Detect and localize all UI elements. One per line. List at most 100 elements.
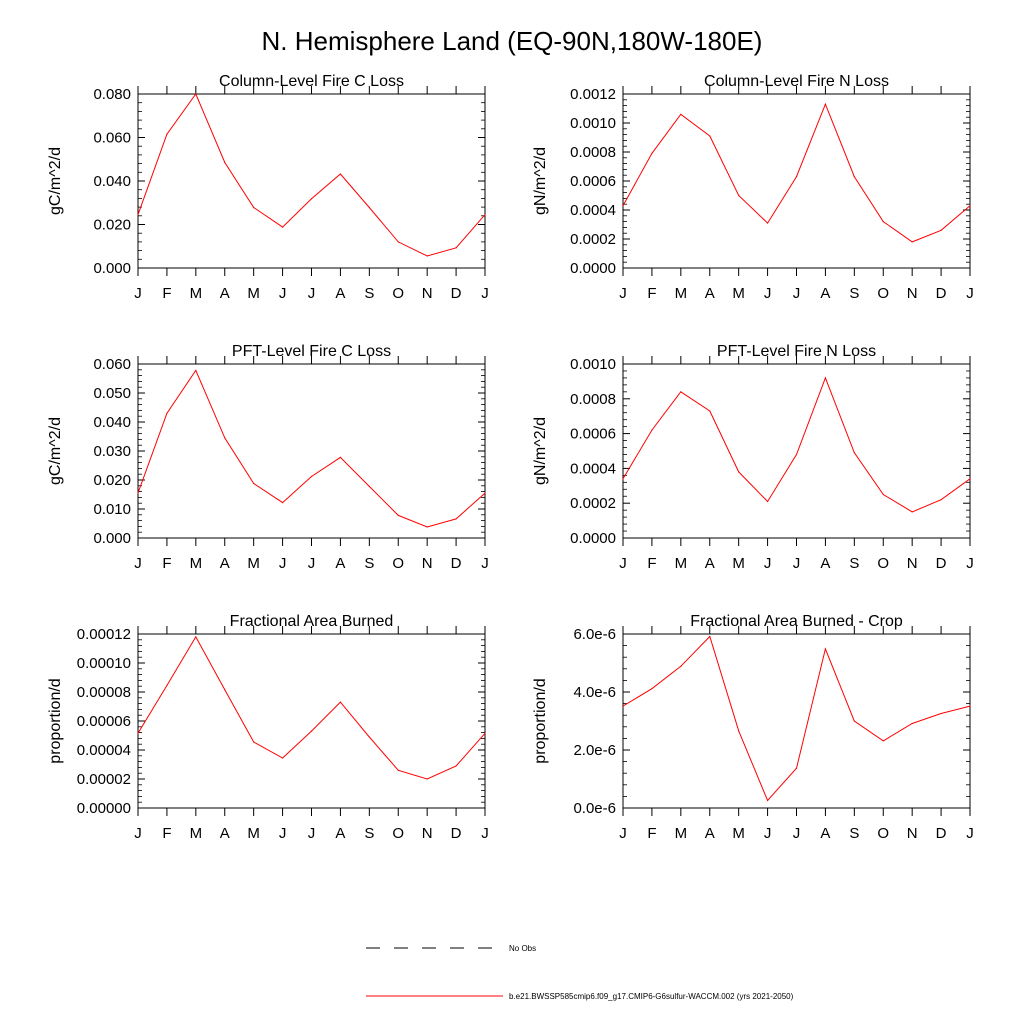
x-tick-label: S	[364, 825, 374, 842]
data-point	[882, 493, 884, 496]
x-tick-label: M	[247, 285, 260, 302]
data-point	[738, 194, 740, 197]
data-point	[310, 730, 313, 732]
x-tick-label: J	[481, 285, 489, 302]
data-point	[824, 377, 827, 379]
plot-frame	[622, 363, 971, 539]
y-tick-label: 0.0000	[570, 260, 616, 277]
figure-title: N. Hemisphere Land (EQ-90N,180W-180E)	[262, 26, 763, 56]
data-point	[281, 757, 284, 759]
x-tick-label: N	[907, 285, 918, 302]
y-tick-label: 0.0010	[570, 356, 616, 373]
data-point	[281, 226, 284, 228]
x-tick-label: M	[247, 555, 260, 572]
x-tick-label: S	[364, 555, 374, 572]
x-tick-label: M	[190, 555, 203, 572]
y-tick-label: 0.0006	[570, 426, 616, 443]
x-tick-label: J	[764, 555, 772, 572]
x-tick-label: O	[877, 825, 889, 842]
chart-panel-4: PFT-Level Fire N Loss gN/m^2/d 0.0000 0.000…	[532, 343, 974, 572]
x-tick-label: N	[422, 825, 433, 842]
plot-frame	[137, 363, 486, 539]
data-point	[940, 712, 942, 715]
x-tick-label: A	[820, 825, 830, 842]
x-tick-label: J	[134, 825, 142, 842]
y-tick-label: 0.060	[93, 356, 131, 373]
y-tick-label: 0.000	[93, 530, 131, 547]
y-tick-label: 0.050	[93, 385, 131, 402]
series-line	[622, 635, 971, 802]
x-tick-label: S	[849, 285, 859, 302]
y-axis-label: gC/m^2/d	[47, 417, 64, 485]
data-point	[426, 255, 428, 257]
x-tick-label: A	[820, 555, 830, 572]
y-tick-label: 0.020	[93, 472, 131, 489]
x-tick-label: J	[966, 555, 974, 572]
plot-frame	[137, 633, 486, 809]
x-tick-label: J	[308, 825, 316, 842]
y-tick-label: 0.0008	[570, 391, 616, 408]
x-tick-label: M	[675, 555, 688, 572]
series-line	[137, 92, 486, 257]
data-point	[911, 511, 913, 513]
y-tick-label: 0.030	[93, 443, 131, 460]
x-tick-label: A	[220, 555, 230, 572]
x-tick-label: F	[647, 825, 656, 842]
chart-panel-6: Fractional Area Burned - Crop proportion/…	[532, 613, 974, 842]
data-point	[680, 391, 682, 393]
x-tick-label: J	[764, 825, 772, 842]
x-tick-label: F	[647, 285, 656, 302]
data-point	[281, 502, 284, 504]
x-tick-label: F	[647, 555, 656, 572]
data-point	[253, 206, 255, 209]
series-line	[622, 102, 971, 243]
data-point	[824, 103, 827, 105]
x-tick-label: A	[335, 285, 345, 302]
y-tick-label: 0.00004	[77, 742, 131, 759]
y-tick-label: 0.00000	[77, 800, 131, 817]
data-point	[738, 730, 740, 732]
x-tick-label: A	[335, 825, 345, 842]
data-point	[397, 769, 399, 771]
data-point	[969, 205, 971, 207]
x-tick-label: O	[877, 285, 889, 302]
data-point	[426, 526, 428, 528]
data-point	[195, 93, 197, 95]
data-point	[253, 741, 255, 743]
y-tick-label: 0.0012	[570, 86, 616, 103]
data-point	[709, 410, 711, 412]
y-tick-label: 0.0002	[570, 495, 616, 512]
data-point	[368, 736, 370, 738]
data-point	[397, 514, 399, 516]
x-tick-label: F	[162, 825, 171, 842]
data-point	[137, 492, 139, 494]
data-point	[368, 485, 370, 487]
x-tick-label: S	[849, 555, 859, 572]
x-tick-label: D	[936, 285, 947, 302]
legend-label-no-obs: No Obs	[509, 944, 536, 953]
data-point	[224, 161, 226, 164]
x-tick-label: S	[849, 825, 859, 842]
y-axis-label: gN/m^2/d	[532, 417, 549, 485]
data-point	[166, 684, 168, 687]
chart-panel-1: Column-Level Fire C Loss gC/m^2/d 0.000 0.0…	[47, 73, 489, 302]
x-tick-label: M	[190, 825, 203, 842]
plot-frame	[137, 93, 486, 269]
data-point	[911, 722, 913, 725]
data-point	[484, 492, 486, 494]
x-tick-label: A	[820, 285, 830, 302]
x-tick-label: J	[134, 555, 142, 572]
y-tick-label: 4.0e-6	[573, 684, 616, 701]
y-tick-label: 0.0010	[570, 115, 616, 132]
data-point	[709, 135, 711, 137]
chart-title: PFT-Level Fire N Loss	[717, 343, 876, 360]
x-tick-label: J	[793, 285, 801, 302]
x-tick-label: J	[619, 555, 627, 572]
x-tick-label: A	[335, 555, 345, 572]
data-point	[651, 152, 653, 155]
x-tick-label: J	[966, 285, 974, 302]
data-point	[882, 740, 884, 742]
chart-title: Column-Level Fire N Loss	[704, 73, 889, 90]
y-axis-label: gC/m^2/d	[47, 147, 64, 215]
y-tick-label: 0.0008	[570, 144, 616, 161]
